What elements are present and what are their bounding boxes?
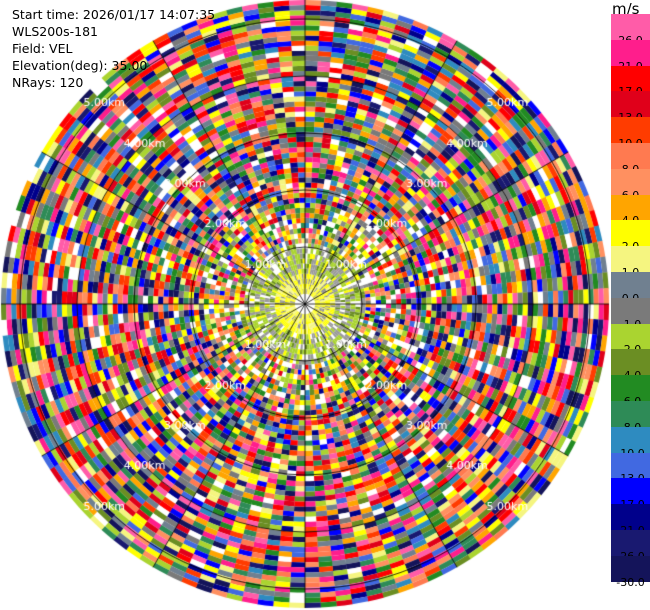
colorbar-swatch: -2.0 <box>611 323 650 356</box>
colorbar-swatch: 2.0 <box>611 220 650 253</box>
colorbar-swatch: 4.0 <box>611 194 650 227</box>
start-time-label: Start time: 2026/01/17 14:07:35 <box>12 7 216 22</box>
field-label: Field: VEL <box>12 41 73 56</box>
colorbar-swatch: -10.0 <box>611 426 650 460</box>
elevation-label: Elevation(deg): 35.00 <box>12 58 148 73</box>
colorbar: 26.021.017.013.010.08.06.04.02.01.00.0-1… <box>611 14 650 589</box>
colorbar-unit: m/s <box>612 0 640 18</box>
colorbar-swatch: 8.0 <box>611 142 650 176</box>
colorbar-swatch: -1.0 <box>611 297 650 331</box>
colorbar-swatch: 17.0 <box>611 65 650 98</box>
colorbar-swatch: -17.0 <box>611 478 650 511</box>
colorbar-swatch: 26.0 <box>611 14 650 47</box>
colorbar-swatch: -6.0 <box>611 375 650 408</box>
colorbar-swatch: 21.0 <box>611 39 650 73</box>
colorbar-swatch: -4.0 <box>611 349 650 382</box>
colorbar-swatch: 0.0 <box>611 271 650 305</box>
colorbar-swatch: -30.0 <box>611 555 650 589</box>
colorbar-swatch: -8.0 <box>611 400 650 434</box>
colorbar-swatch: -13.0 <box>611 452 650 485</box>
instrument-label: WLS200s-181 <box>12 24 98 39</box>
nrays-label: NRays: 120 <box>12 75 84 90</box>
colorbar-swatch: 1.0 <box>611 246 650 279</box>
colorbar-swatch: 10.0 <box>611 117 650 150</box>
colorbar-tick-label: -30.0 <box>616 575 645 589</box>
scan-info-panel: Start time: 2026/01/17 14:07:35 WLS200s-… <box>12 6 215 91</box>
colorbar-swatch: -26.0 <box>611 529 650 563</box>
colorbar-swatch: 13.0 <box>611 91 650 124</box>
colorbar-swatch: -21.0 <box>611 504 650 537</box>
colorbar-swatch: 6.0 <box>611 168 650 202</box>
